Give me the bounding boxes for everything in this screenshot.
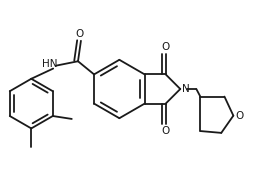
- Text: O: O: [75, 28, 83, 38]
- Text: HN: HN: [42, 59, 58, 69]
- Text: O: O: [162, 42, 170, 52]
- Text: O: O: [235, 111, 243, 121]
- Text: N: N: [182, 84, 189, 94]
- Text: O: O: [162, 126, 170, 136]
